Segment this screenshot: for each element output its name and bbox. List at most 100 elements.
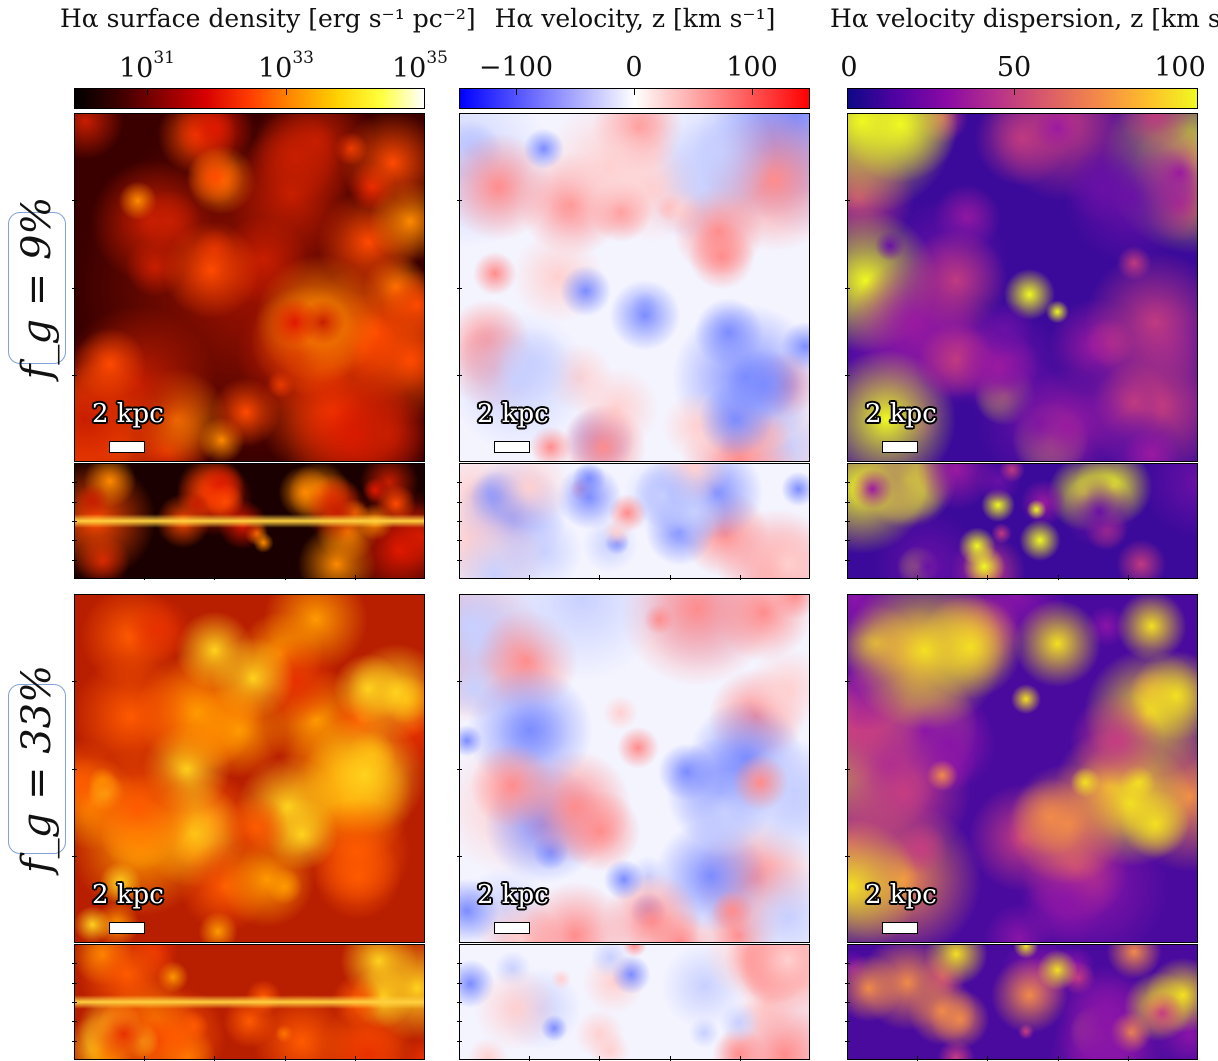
axis-tick <box>72 856 77 857</box>
axis-tick <box>529 575 530 580</box>
axis-tick <box>214 575 215 580</box>
axis-tick <box>144 575 145 580</box>
axis-tick <box>457 963 462 964</box>
axis-tick <box>529 1056 530 1061</box>
axis-tick <box>457 375 462 376</box>
axis-tick <box>457 482 462 483</box>
axis-tick <box>457 560 462 561</box>
map-panel-face-row2-col1 <box>74 594 425 943</box>
axis-tick <box>214 1056 215 1061</box>
cbar3-tick-3: 100 <box>1154 52 1206 83</box>
cbar3-tick-2: 50 <box>996 52 1032 83</box>
axis-tick <box>457 200 462 201</box>
axis-tick <box>845 769 850 770</box>
axis-tick <box>845 1002 850 1003</box>
map-panel-edge-row1-col2 <box>459 463 810 579</box>
axis-tick <box>72 200 77 201</box>
map-panel-face-row2-col2 <box>459 594 810 943</box>
axis-tick <box>670 1056 671 1061</box>
axis-tick <box>457 1041 462 1042</box>
map-panel-face-row1-col1 <box>74 113 425 462</box>
axis-tick <box>599 575 600 580</box>
axis-tick <box>355 1056 356 1061</box>
axis-tick <box>72 288 77 289</box>
axis-tick <box>457 856 462 857</box>
axis-tick <box>72 769 77 770</box>
axis-tick <box>845 856 850 857</box>
axis-tick <box>599 1056 600 1061</box>
axis-tick <box>740 1056 741 1061</box>
cbar2-tick-2: 0 <box>625 52 643 83</box>
axis-tick <box>917 575 918 580</box>
axis-tick <box>457 1002 462 1003</box>
axis-tick <box>845 502 850 503</box>
axis-tick <box>72 1041 77 1042</box>
scale-bar-label: 2 kpc <box>865 880 937 910</box>
axis-tick <box>72 482 77 483</box>
axis-tick <box>72 963 77 964</box>
axis-tick <box>987 1056 988 1061</box>
map-panel-edge-row2-col1 <box>74 944 425 1060</box>
cbar1-tick-1: 1031 <box>119 48 175 84</box>
axis-tick <box>355 575 356 580</box>
axis-tick <box>457 681 462 682</box>
map-panel-edge-row1-col3 <box>847 463 1198 579</box>
scale-bar-label: 2 kpc <box>865 399 937 429</box>
colorbar-velocity <box>459 88 810 109</box>
axis-tick <box>457 1021 462 1022</box>
axis-tick <box>987 575 988 580</box>
axis-tick <box>72 1021 77 1022</box>
axis-tick <box>845 482 850 483</box>
colorbar-surface-density <box>74 88 425 109</box>
axis-tick <box>457 769 462 770</box>
column-title-velocity: Hα velocity, z [km s⁻¹] <box>494 4 776 33</box>
scale-bar <box>494 441 530 453</box>
axis-tick <box>72 502 77 503</box>
cbar3-tick-1: 0 <box>840 52 858 83</box>
cbar1-tick-2: 1033 <box>258 48 314 84</box>
axis-tick <box>285 575 286 580</box>
axis-tick <box>457 540 462 541</box>
cbar2-tick-3: 100 <box>726 52 778 83</box>
axis-tick <box>1058 575 1059 580</box>
axis-tick <box>457 502 462 503</box>
scale-bar-label: 2 kpc <box>92 880 164 910</box>
axis-tick <box>917 1056 918 1061</box>
axis-tick <box>845 200 850 201</box>
axis-tick <box>845 1041 850 1042</box>
axis-tick <box>845 1021 850 1022</box>
axis-tick <box>285 1056 286 1061</box>
axis-tick <box>1128 575 1129 580</box>
map-panel-face-row1-col3 <box>847 113 1198 462</box>
axis-tick <box>845 983 850 984</box>
axis-tick <box>144 1056 145 1061</box>
axis-tick <box>845 560 850 561</box>
axis-tick <box>72 560 77 561</box>
column-title-velocity-dispersion: Hα velocity dispersion, z [km s⁻¹] <box>830 4 1218 33</box>
row-label-fg-33: f_g = 33% <box>8 665 66 873</box>
axis-tick <box>72 375 77 376</box>
map-panel-face-row1-col2 <box>459 113 810 462</box>
axis-tick <box>845 521 850 522</box>
axis-tick <box>72 521 77 522</box>
scale-bar <box>109 441 145 453</box>
scale-bar <box>882 922 918 934</box>
colorbar-velocity-dispersion <box>847 88 1198 109</box>
map-panel-edge-row1-col1 <box>74 463 425 579</box>
axis-tick <box>1058 1056 1059 1061</box>
axis-tick <box>1128 1056 1129 1061</box>
row-label-fg-9: f_g = 9% <box>8 197 66 379</box>
axis-tick <box>845 540 850 541</box>
axis-tick <box>845 681 850 682</box>
axis-tick <box>845 375 850 376</box>
axis-tick <box>72 1002 77 1003</box>
axis-tick <box>457 288 462 289</box>
axis-tick <box>72 540 77 541</box>
axis-tick <box>72 681 77 682</box>
scale-bar-label: 2 kpc <box>92 399 164 429</box>
map-panel-edge-row2-col2 <box>459 944 810 1060</box>
cbar2-tick-1: −100 <box>478 52 554 83</box>
axis-tick <box>845 288 850 289</box>
axis-tick <box>457 521 462 522</box>
scale-bar <box>109 922 145 934</box>
